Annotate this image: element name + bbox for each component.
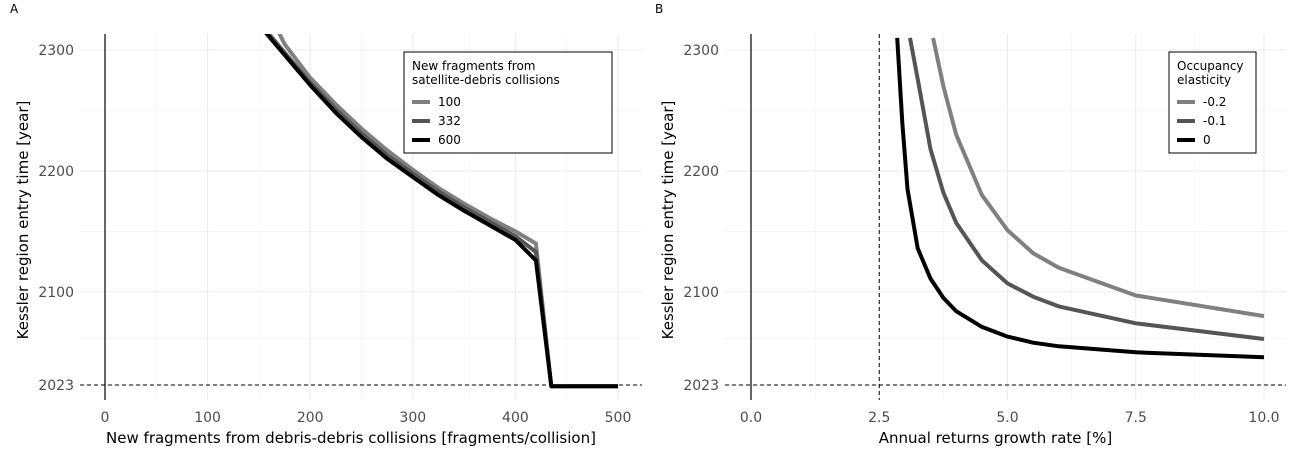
- series-group: [264, 34, 618, 389]
- series-line--0.1: [908, 37, 1265, 341]
- x-tick-label: 7.5: [1125, 410, 1147, 426]
- panel-label: A: [10, 2, 19, 16]
- y-tick-label: 2200: [683, 164, 719, 180]
- legend-entry-label: 332: [438, 114, 461, 128]
- y-tick-label: 2300: [683, 43, 719, 59]
- legend-entry-label: 100: [438, 95, 461, 109]
- x-tick-label: 2.5: [868, 410, 890, 426]
- legend-box: [403, 51, 613, 154]
- legend-entry-label: -0.2: [1203, 95, 1226, 109]
- legend-entry-label: -0.1: [1203, 114, 1226, 128]
- x-tick-label: 400: [502, 410, 529, 426]
- y-tick-label: 2023: [38, 378, 74, 394]
- y-tick-label: 2100: [683, 285, 719, 301]
- y-axis-title: Kessler region entry time [year]: [659, 101, 677, 340]
- y-tick-label: 2023: [683, 378, 719, 394]
- y-axis-title: Kessler region entry time [year]: [14, 101, 32, 340]
- series-line-600: [264, 34, 618, 389]
- y-tick-label: 2200: [38, 164, 74, 180]
- series-line-100: [277, 34, 618, 389]
- x-tick-label: 0.0: [740, 410, 762, 426]
- panel-label: B: [655, 2, 663, 16]
- legend-title: New fragments from: [412, 59, 536, 73]
- legend-title: Occupancy: [1177, 59, 1244, 73]
- x-tick-label: 500: [605, 410, 632, 426]
- y-tick-label: 2300: [38, 43, 74, 59]
- panel-a: 0 100 200 300 400 500 2023 2100 2200 2300 New frag…: [10, 2, 642, 447]
- x-axis-title: New fragments from debris-debris collisi…: [106, 429, 596, 447]
- legend-title: elasticity: [1177, 73, 1231, 87]
- legend-entry-label: 600: [438, 133, 461, 147]
- series-line-0: [895, 37, 1265, 360]
- legend-title: satellite-debris collisions: [412, 73, 560, 87]
- x-axis-title: Annual returns growth rate [%]: [879, 429, 1113, 447]
- x-tick-label: 300: [399, 410, 426, 426]
- panel-b: 0.0 2.5 5.0 7.5 10.0 2023 2100 2200 2300 Annual r…: [655, 2, 1286, 447]
- y-tick-label: 2100: [38, 285, 74, 301]
- x-tick-label: 200: [297, 410, 324, 426]
- x-tick-label: 10.0: [1248, 410, 1279, 426]
- series-group: [895, 37, 1265, 360]
- x-tick-label: 0: [101, 410, 110, 426]
- x-tick-label: 100: [194, 410, 221, 426]
- legend-entry-label: 0: [1203, 133, 1211, 147]
- x-tick-label: 5.0: [996, 410, 1018, 426]
- series-line--0.2: [931, 37, 1265, 319]
